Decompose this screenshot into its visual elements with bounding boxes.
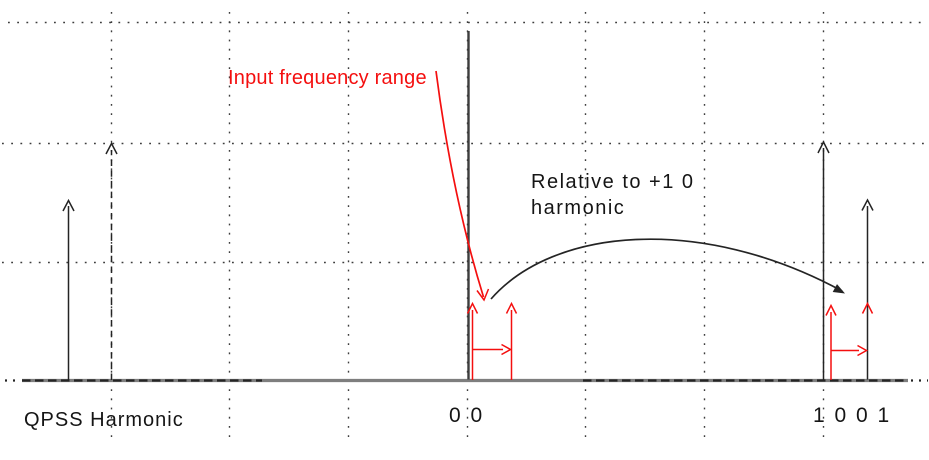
arrowhead-up-icon <box>62 198 75 212</box>
relative-harmonic-label-line1: Relative to +1 0 <box>531 171 695 193</box>
harmonic-spike-left-dashed <box>105 141 118 380</box>
arrowhead-up-icon <box>466 301 479 314</box>
qpss-harmonic-axis-label: QPSS Harmonic <box>24 409 184 431</box>
input-range-upper-at-0-1 <box>861 301 874 314</box>
arrowhead-up-icon <box>861 301 874 314</box>
arrowhead-right-icon <box>501 343 513 356</box>
harmonic-spike-far-left <box>62 198 75 380</box>
harmonic-label-0-0: 0 0 <box>449 404 484 427</box>
curve-line <box>490 238 843 300</box>
input-frequency-range-label: Input frequency range <box>228 67 427 89</box>
arrowhead-up-icon <box>861 198 874 211</box>
arrowhead-up-icon <box>105 141 118 155</box>
input-range-width-at-0-0 <box>473 343 513 356</box>
harmonic-label-0-1: 0 1 <box>856 404 891 427</box>
arrowhead-up-icon <box>825 303 837 316</box>
input-range-width-at-1-0 <box>831 344 869 357</box>
black-harmonic-arrows <box>62 140 874 380</box>
arrowhead-right-down-icon <box>832 284 845 294</box>
input-range-lower-at-0-0 <box>466 301 479 380</box>
relative-harmonic-label-line2: harmonic <box>531 197 625 219</box>
harmonic-label-1-0: 1 0 <box>813 404 848 427</box>
relative-to-plus-1-0-curve <box>490 238 845 300</box>
dotted-grid <box>2 12 925 441</box>
input-range-upper-at-0-0 <box>505 301 518 380</box>
arrowhead-down-icon <box>476 288 490 302</box>
red-input-range-arrows <box>435 70 874 380</box>
arrowhead-up-icon <box>817 140 830 154</box>
input-range-lower-at-1-0 <box>825 303 837 380</box>
harmonic-spike-1-0 <box>817 140 830 380</box>
arrowhead-up-icon <box>505 301 518 314</box>
input-frequency-range-callout <box>435 70 490 302</box>
arrowhead-right-icon <box>857 344 869 357</box>
callout-line <box>435 70 485 298</box>
